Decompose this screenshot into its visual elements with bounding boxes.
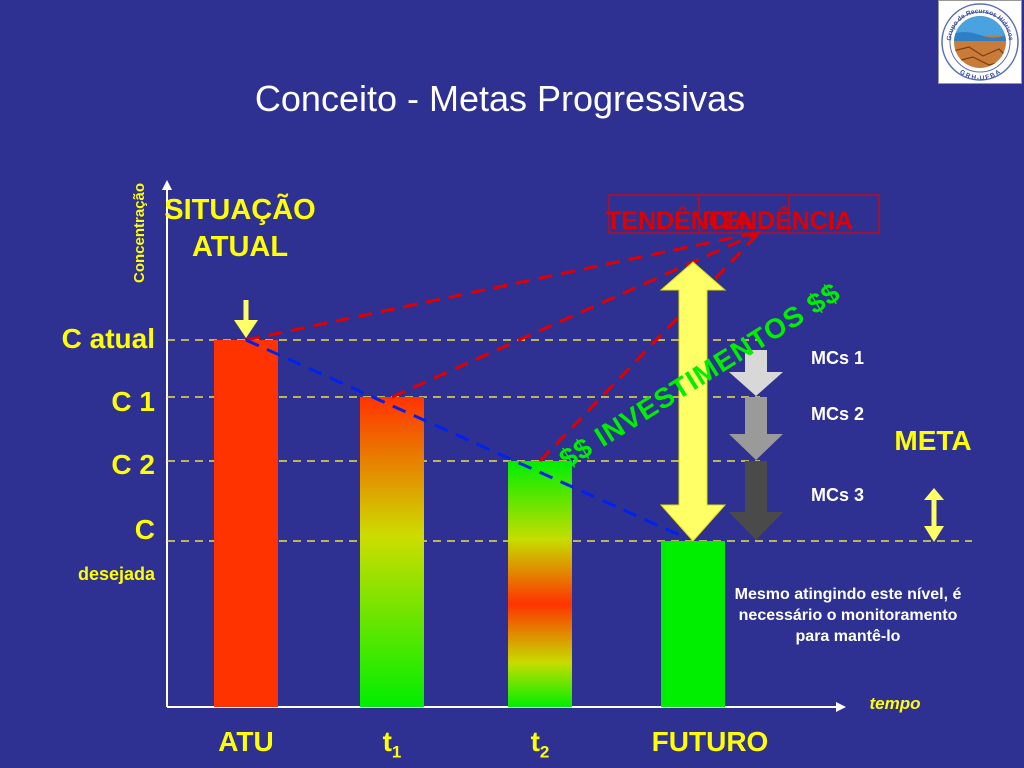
tendencia-label-right: TENDÊNCIA <box>707 207 853 235</box>
mcs3-arrow-shaft <box>745 461 767 517</box>
bar-futuro <box>661 541 725 707</box>
x-label-t1-sub: 1 <box>391 742 402 762</box>
meta-label: META <box>894 425 972 456</box>
mcs2-arrow-shaft <box>745 397 767 439</box>
x-label-futuro: FUTURO <box>651 726 769 757</box>
situacao-atual-label: SITUAÇÃO ATUAL <box>164 194 316 263</box>
tendencia-label-left: TENDÊNCIA <box>606 207 752 235</box>
x-label-t1-base: t <box>382 726 392 757</box>
y-axis-label: Concentração <box>131 182 148 284</box>
x-label-atual: ATU <box>218 726 274 757</box>
situacao-pointer-arrow-icon <box>234 320 258 338</box>
x-label-t2: t2 <box>490 726 590 763</box>
x-label-t2-sub: 2 <box>539 742 550 762</box>
mcs2-arrow-icon <box>729 434 783 460</box>
trend-line-lower <box>538 230 762 463</box>
grh-ufba-logo-icon: Grupo de Recursos Hídricos GRH-UFBA <box>938 0 1022 84</box>
page-title: Conceito - Metas Progressivas <box>254 78 746 119</box>
x-axis-label: tempo <box>869 694 921 713</box>
x-label-t1: t1 <box>342 726 442 763</box>
level-label-c2: C 2 <box>111 449 155 480</box>
meta-arrow-down-icon <box>924 526 944 542</box>
bar-atual <box>214 340 278 707</box>
bar-t2 <box>508 461 572 707</box>
level-label-c-atual: C atual <box>61 323 155 354</box>
meta-arrow-up-icon <box>924 488 944 500</box>
tendencia-box-3 <box>788 194 880 234</box>
mcs3-arrow-icon <box>729 512 783 540</box>
mcs-label-2: MCs 2 <box>811 404 865 424</box>
bar-t1 <box>360 397 424 707</box>
x-label-t2-base: t <box>530 726 540 757</box>
trend-line-upper <box>245 230 761 342</box>
mcs-label-1: MCs 1 <box>811 348 865 368</box>
mcs1-arrow-shaft <box>745 350 767 378</box>
x-axis-arrow-icon <box>836 702 846 712</box>
note-text: Mesmo atingindo este nível, é necessário… <box>734 586 962 645</box>
level-label-c-desejada-c: C <box>134 514 155 545</box>
mcs-label-3: MCs 3 <box>811 485 865 505</box>
level-label-c-desejada-word: desejada <box>77 564 155 584</box>
double-arrow-icon <box>659 261 727 542</box>
y-axis-arrow-icon <box>162 180 172 190</box>
mcs1-arrow-icon <box>729 372 783 396</box>
projection-line <box>245 338 687 540</box>
level-label-c1: C 1 <box>111 386 155 417</box>
